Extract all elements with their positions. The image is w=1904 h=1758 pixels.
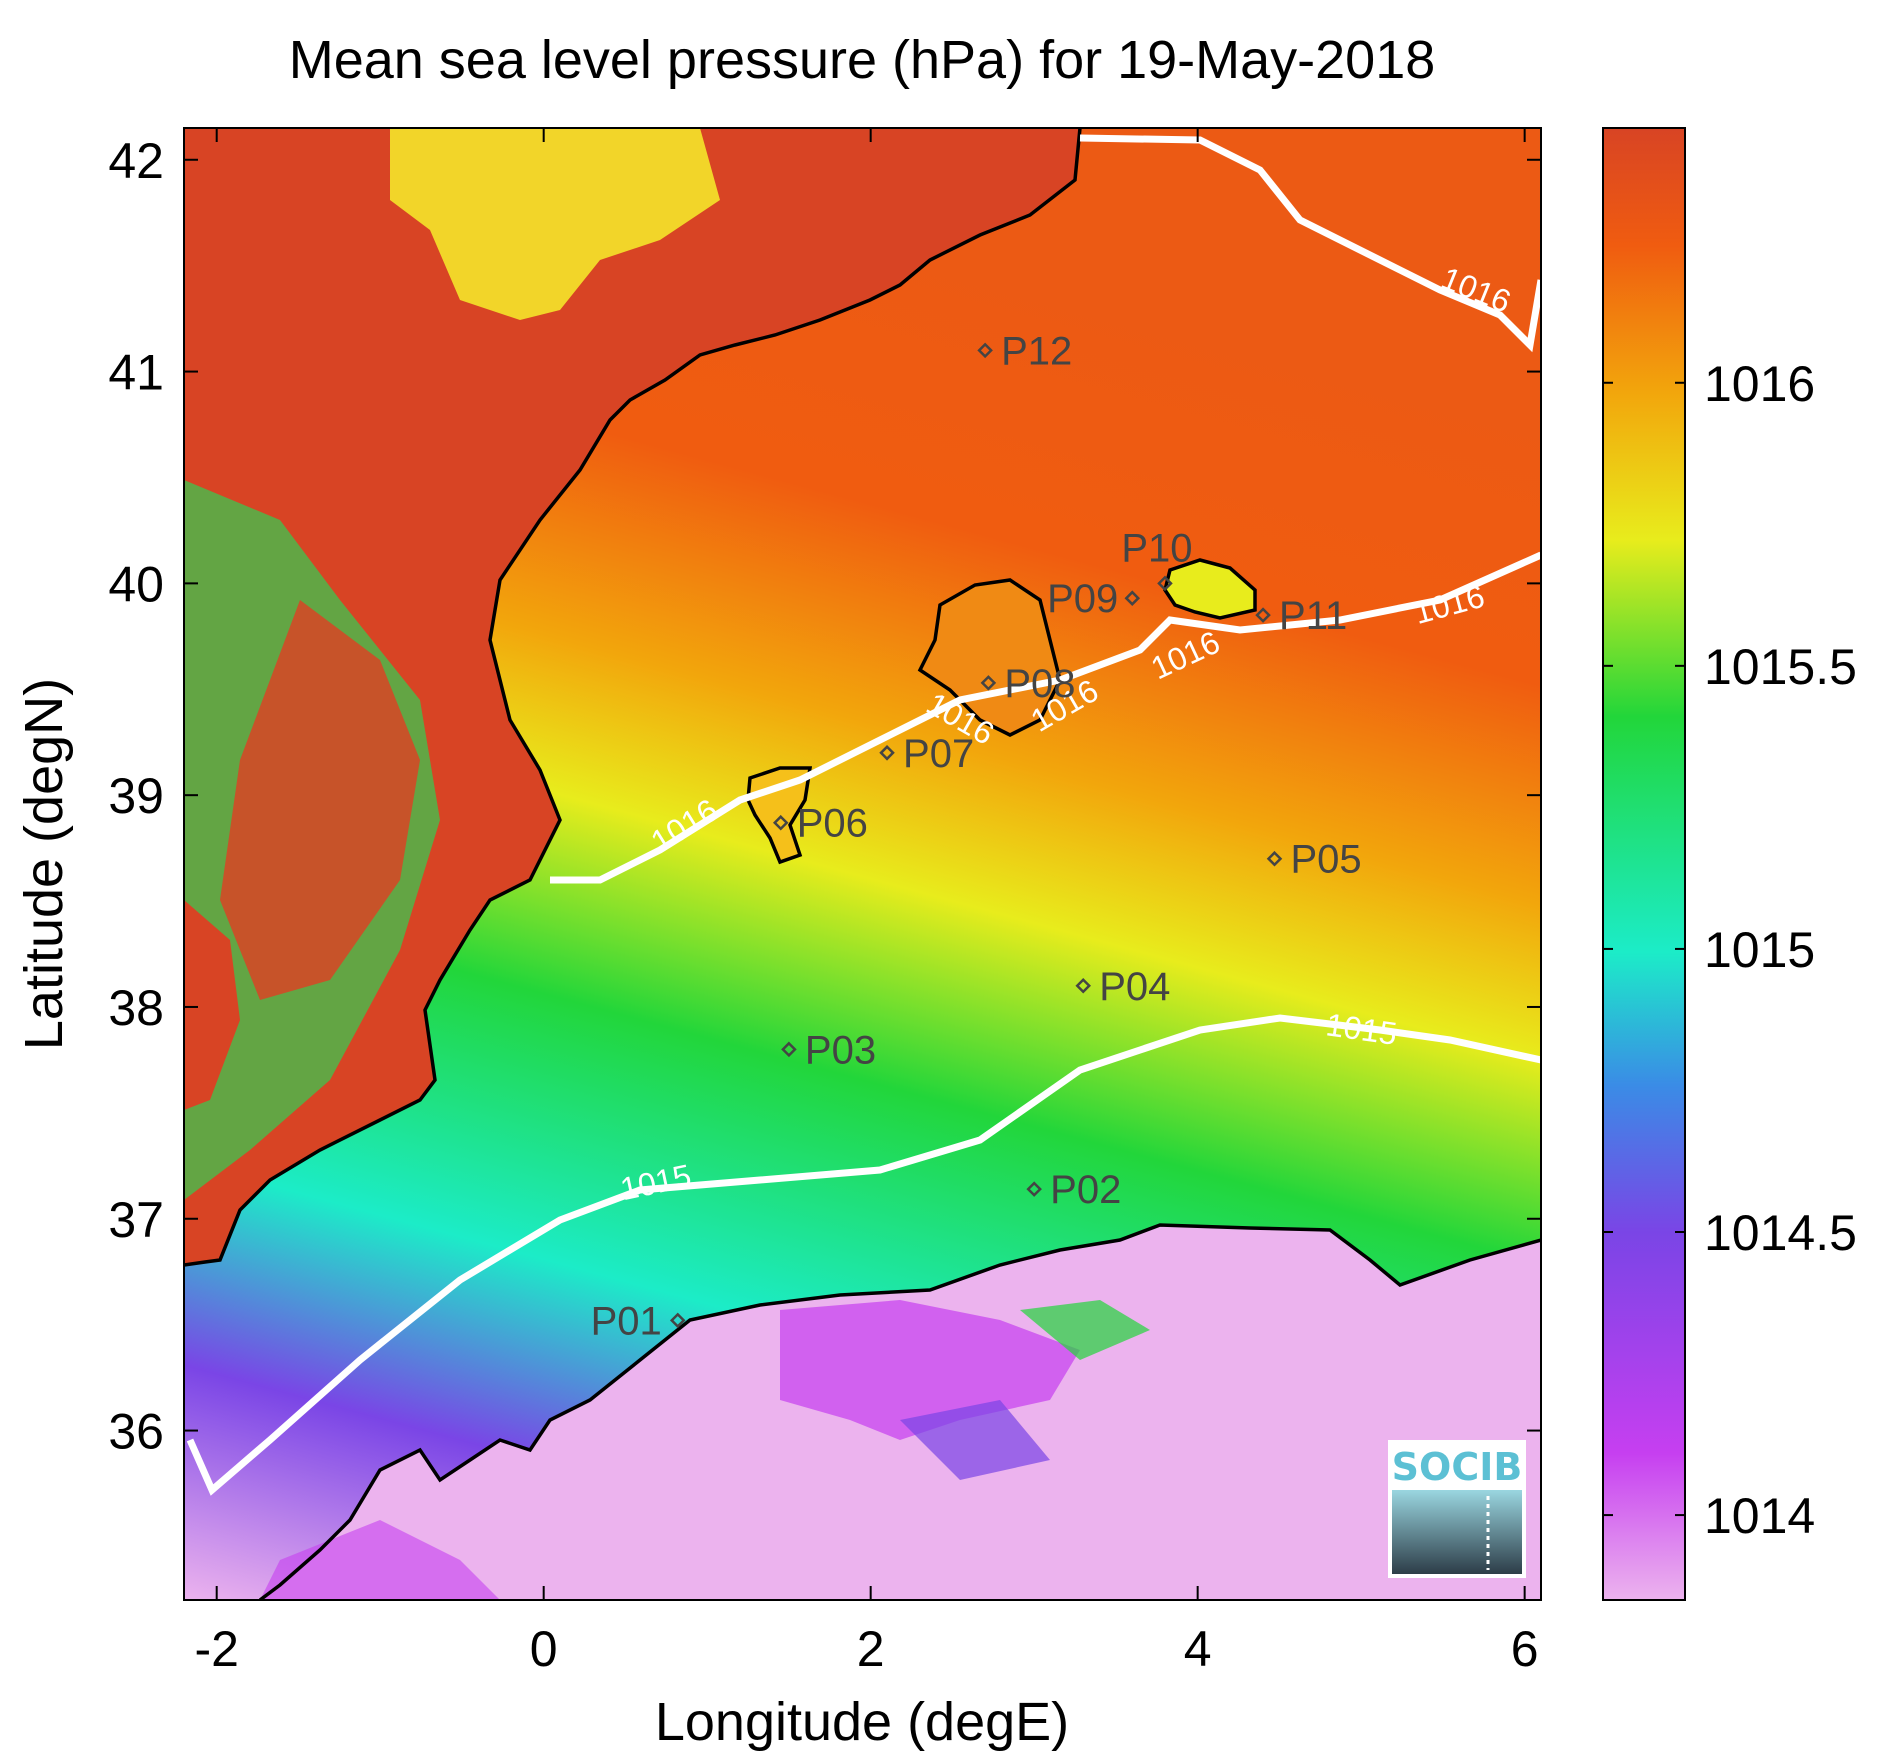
station-marker [977,342,993,359]
colorbar-tick-label: 1016 [1704,356,1815,412]
atlas-region-b [900,1400,1050,1480]
station-marker [1075,978,1091,994]
y-tick-label: 36 [108,1404,164,1460]
interior-land [220,600,420,1000]
y-tick-label: 42 [108,133,164,189]
plot-frame [183,127,1542,1601]
colorbar-tick-label: 1014.5 [1704,1205,1857,1261]
africa-coastline [258,1223,1541,1600]
iberia-land [184,128,1080,1265]
axes: -2 0 2 4 6 36 37 38 39 40 41 42 [108,128,1541,1677]
station-marker [669,1312,686,1329]
station-label: P04 [1099,965,1170,1009]
x-tick-label: 6 [1511,1621,1539,1677]
x-tick-label: 0 [530,1621,558,1677]
y-tick-label: 39 [108,768,164,824]
mallorca-island [917,578,1062,737]
station-marker [1157,575,1173,592]
station-marker [1124,590,1141,606]
station-label: P01 [591,1299,662,1343]
station-label: P05 [1291,838,1362,882]
x-tick-label: 4 [1184,1621,1212,1677]
y-tick-label: 38 [108,980,164,1036]
atlas-region-a [780,1300,1080,1440]
colorbar-tick-label: 1014 [1704,1488,1815,1544]
colorbar-tick-label: 1015.5 [1704,639,1857,695]
iberia-coastline [184,128,1082,1267]
station-marker [879,745,895,761]
station-label: P07 [903,732,974,776]
station-label: P11 [1279,594,1347,638]
colorbar-ticks: 1014 1014.5 1015 1015.5 1016 [1603,356,1857,1544]
morocco-region [260,1520,500,1600]
x-tick-label: -2 [194,1621,238,1677]
chart-title: Mean sea level pressure (hPa) for 19-May… [289,30,1436,90]
colorbar-tick-label: 1015 [1704,922,1815,978]
logo-image [1392,1490,1522,1574]
x-axis-label: Longitude (degE) [655,1692,1069,1752]
station-label: P08 [1004,662,1075,706]
plot-area [184,128,1541,1600]
socib-logo: SOCIB [1388,1440,1526,1578]
highland-region [390,128,720,320]
menorca-island [1163,558,1257,620]
station-label: P02 [1050,1168,1121,1212]
atlas-region-c [1020,1300,1150,1360]
station-marker [1026,1181,1042,1197]
station-marker [781,1041,797,1058]
isobar-1016-balearic [550,551,1541,884]
y-tick-label: 41 [108,345,164,401]
logo-text: SOCIB [1392,1445,1523,1489]
station-marker [1266,850,1283,867]
isobar-1015 [186,1014,1541,1496]
station-marker [1255,607,1271,623]
x-tick-label: 2 [857,1621,885,1677]
station-label: P09 [1047,577,1118,621]
y-axis-label: Latitude (degN) [14,678,74,1050]
station-label: P12 [1001,329,1072,373]
station-marker [772,814,789,831]
y-tick-label: 37 [108,1192,164,1248]
station-label: P10 [1121,526,1192,570]
southeast-land [184,900,240,1110]
y-tick-label: 40 [108,556,164,612]
station-label: P06 [797,802,868,846]
colorbar [1602,127,1686,1601]
station-marker [980,675,997,691]
isobar-1016-north [1079,134,1541,353]
station-label: P03 [805,1028,876,1072]
